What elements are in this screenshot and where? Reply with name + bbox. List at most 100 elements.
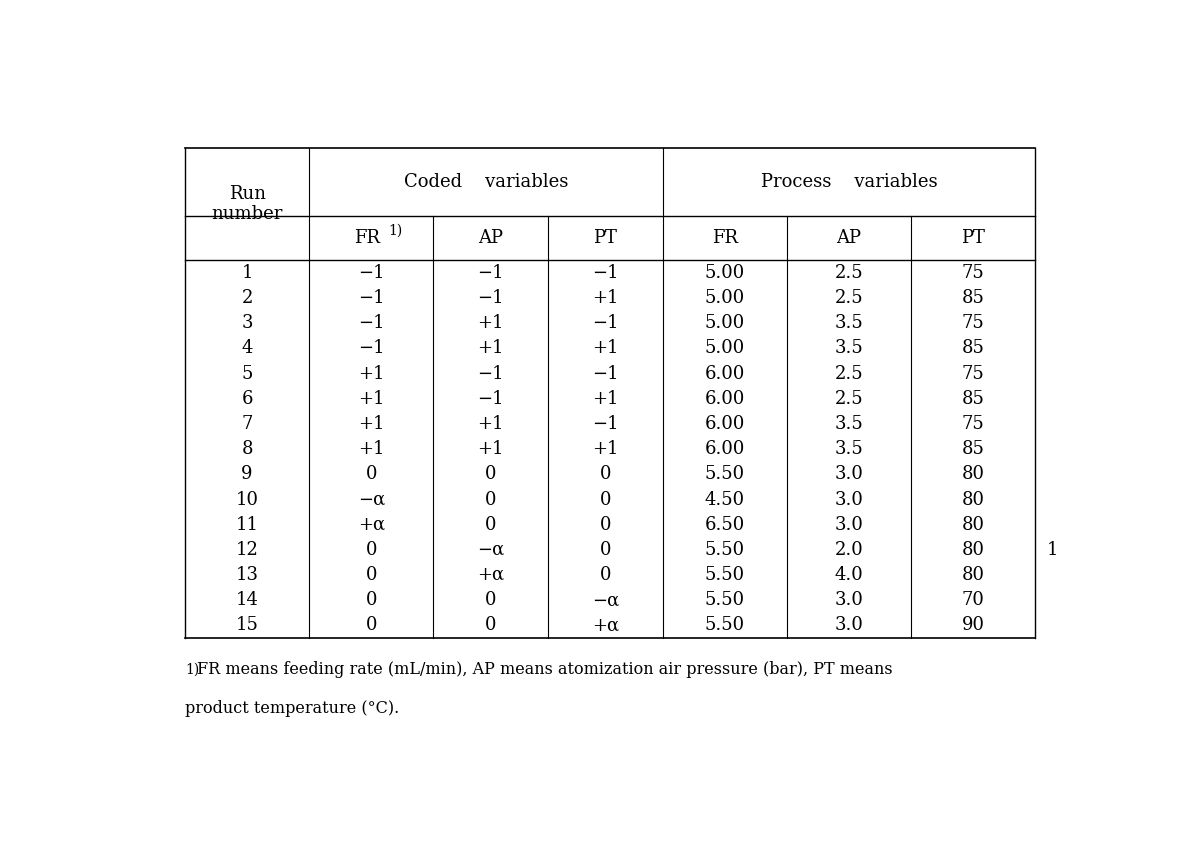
Text: 0: 0 — [365, 541, 377, 559]
Text: 7: 7 — [242, 415, 253, 433]
Text: 9: 9 — [242, 465, 253, 483]
Text: 80: 80 — [962, 541, 984, 559]
Text: 0: 0 — [600, 515, 611, 534]
Text: 5.50: 5.50 — [704, 465, 745, 483]
Text: 0: 0 — [600, 491, 611, 509]
Text: −1: −1 — [592, 264, 619, 282]
Text: 13: 13 — [236, 566, 259, 584]
Text: 1: 1 — [242, 264, 253, 282]
Text: 85: 85 — [962, 340, 984, 357]
Text: +1: +1 — [478, 415, 504, 433]
Text: 6.00: 6.00 — [704, 390, 745, 408]
Text: 4: 4 — [242, 340, 253, 357]
Text: 0: 0 — [485, 591, 497, 610]
Text: 75: 75 — [962, 415, 984, 433]
Text: 2.0: 2.0 — [835, 541, 863, 559]
Text: 0: 0 — [365, 591, 377, 610]
Text: 5: 5 — [242, 365, 253, 383]
Text: 0: 0 — [600, 465, 611, 483]
Text: 0: 0 — [600, 541, 611, 559]
Text: +1: +1 — [478, 340, 504, 357]
Text: −1: −1 — [478, 365, 504, 383]
Text: PT: PT — [593, 229, 617, 247]
Text: 80: 80 — [962, 566, 984, 584]
Text: −1: −1 — [478, 290, 504, 307]
Text: FR: FR — [353, 229, 380, 247]
Text: 3.5: 3.5 — [835, 340, 863, 357]
Text: 5.50: 5.50 — [704, 541, 745, 559]
Text: FR means feeding rate (mL/min), AP means atomization air pressure (bar), PT mean: FR means feeding rate (mL/min), AP means… — [197, 661, 893, 678]
Text: +1: +1 — [478, 440, 504, 458]
Text: 3.5: 3.5 — [835, 415, 863, 433]
Text: FR: FR — [712, 229, 738, 247]
Text: 2.5: 2.5 — [835, 290, 863, 307]
Text: 0: 0 — [365, 566, 377, 584]
Text: 75: 75 — [962, 264, 984, 282]
Text: 3.5: 3.5 — [835, 440, 863, 458]
Text: Process    variables: Process variables — [760, 173, 937, 191]
Text: 5.00: 5.00 — [704, 340, 745, 357]
Text: 0: 0 — [485, 465, 497, 483]
Text: 5.50: 5.50 — [704, 591, 745, 610]
Text: 70: 70 — [962, 591, 984, 610]
Text: +α: +α — [477, 566, 504, 584]
Text: 4.0: 4.0 — [835, 566, 863, 584]
Text: 6.00: 6.00 — [704, 440, 745, 458]
Text: −1: −1 — [358, 340, 384, 357]
Text: 5.00: 5.00 — [704, 290, 745, 307]
Text: −1: −1 — [592, 314, 619, 332]
Text: −1: −1 — [358, 264, 384, 282]
Text: 2.5: 2.5 — [835, 264, 863, 282]
Text: 3.0: 3.0 — [835, 491, 863, 509]
Text: 6.00: 6.00 — [704, 365, 745, 383]
Text: 0: 0 — [485, 616, 497, 634]
Text: +1: +1 — [592, 340, 619, 357]
Text: 10: 10 — [236, 491, 259, 509]
Text: +1: +1 — [358, 390, 384, 408]
Text: 1): 1) — [185, 663, 199, 677]
Text: +α: +α — [358, 515, 385, 534]
Text: 6: 6 — [242, 390, 253, 408]
Text: 5.00: 5.00 — [704, 314, 745, 332]
Text: +1: +1 — [592, 390, 619, 408]
Text: AP: AP — [836, 229, 861, 247]
Text: 15: 15 — [236, 616, 259, 634]
Text: 85: 85 — [962, 290, 984, 307]
Text: 3.0: 3.0 — [835, 616, 863, 634]
Text: 85: 85 — [962, 440, 984, 458]
Text: −1: −1 — [592, 365, 619, 383]
Text: 0: 0 — [485, 491, 497, 509]
Text: 2.5: 2.5 — [835, 390, 863, 408]
Text: Run
number: Run number — [211, 184, 282, 223]
Text: −α: −α — [477, 541, 504, 559]
Text: 8: 8 — [242, 440, 253, 458]
Text: product temperature (°C).: product temperature (°C). — [185, 700, 400, 717]
Text: 0: 0 — [485, 515, 497, 534]
Text: 3.0: 3.0 — [835, 465, 863, 483]
Text: Coded    variables: Coded variables — [403, 173, 568, 191]
Text: 75: 75 — [962, 314, 984, 332]
Text: 80: 80 — [962, 515, 984, 534]
Text: PT: PT — [961, 229, 986, 247]
Text: 5.50: 5.50 — [704, 616, 745, 634]
Text: 90: 90 — [962, 616, 984, 634]
Text: 2: 2 — [242, 290, 253, 307]
Text: 75: 75 — [962, 365, 984, 383]
Text: AP: AP — [478, 229, 503, 247]
Text: +1: +1 — [592, 440, 619, 458]
Text: 0: 0 — [600, 566, 611, 584]
Text: 3.0: 3.0 — [835, 515, 863, 534]
Text: −α: −α — [592, 591, 619, 610]
Text: −α: −α — [358, 491, 385, 509]
Text: 4.50: 4.50 — [704, 491, 745, 509]
Text: 5.00: 5.00 — [704, 264, 745, 282]
Text: 80: 80 — [962, 491, 984, 509]
Text: 85: 85 — [962, 390, 984, 408]
Text: 6.50: 6.50 — [704, 515, 745, 534]
Text: +α: +α — [592, 616, 619, 634]
Text: −1: −1 — [358, 290, 384, 307]
Text: 3: 3 — [242, 314, 253, 332]
Text: 1: 1 — [1046, 541, 1058, 559]
Text: −1: −1 — [358, 314, 384, 332]
Text: 0: 0 — [365, 616, 377, 634]
